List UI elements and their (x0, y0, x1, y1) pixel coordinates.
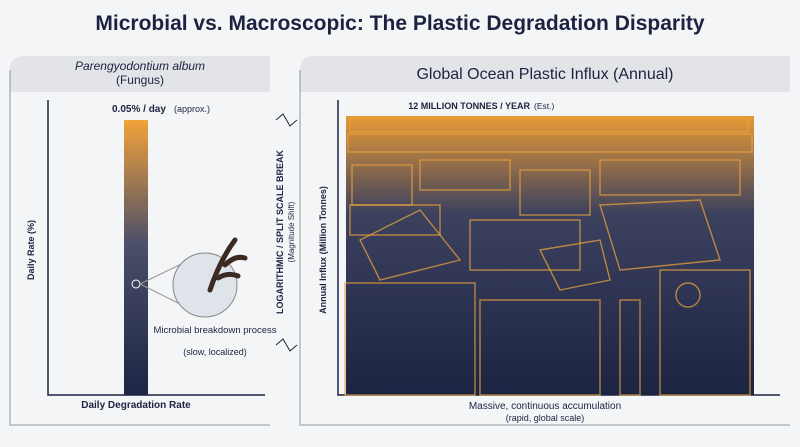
break-label: LOGARITHMIC / SPLIT SCALE BREAK (275, 150, 285, 315)
right-x-note: (rapid, global scale) (506, 413, 585, 423)
annotation-note: (slow, localized) (183, 347, 247, 357)
left-frame (9, 70, 270, 426)
left-header-bg (10, 56, 270, 92)
right-x-label: Massive, continuous accumulation (469, 401, 621, 412)
left-header-sub: (Fungus) (116, 73, 164, 87)
right-y-label: Annual Influx (Million Tonnes) (318, 186, 328, 314)
left-x-label: Daily Degradation Rate (81, 400, 191, 411)
fungus (207, 237, 248, 293)
left-axes (47, 100, 265, 396)
plastic-items (344, 117, 753, 396)
left-header-name: Parengyodontium album (75, 59, 205, 73)
break-note: (Magnitude Shift) (287, 201, 296, 262)
right-frame (299, 70, 790, 426)
plastic-pile (346, 116, 754, 395)
break-marks (275, 113, 298, 352)
right-header-bg (300, 56, 790, 92)
right-header: Global Ocean Plastic Influx (Annual) (416, 66, 673, 83)
right-value-label: 12 MILLION TONNES / YEAR (408, 101, 530, 111)
left-value-note: (approx.) (174, 104, 210, 114)
right-value-note: (Est.) (534, 101, 554, 111)
microbe-circle (172, 252, 238, 318)
title: Microbial vs. Macroscopic: The Plastic D… (95, 12, 704, 35)
left-value-label: 0.05% / day (112, 104, 166, 115)
left-y-label: Daily Rate (%) (26, 220, 36, 280)
degradation-bar (124, 120, 148, 395)
annotation: Microbial breakdown process (153, 325, 276, 336)
